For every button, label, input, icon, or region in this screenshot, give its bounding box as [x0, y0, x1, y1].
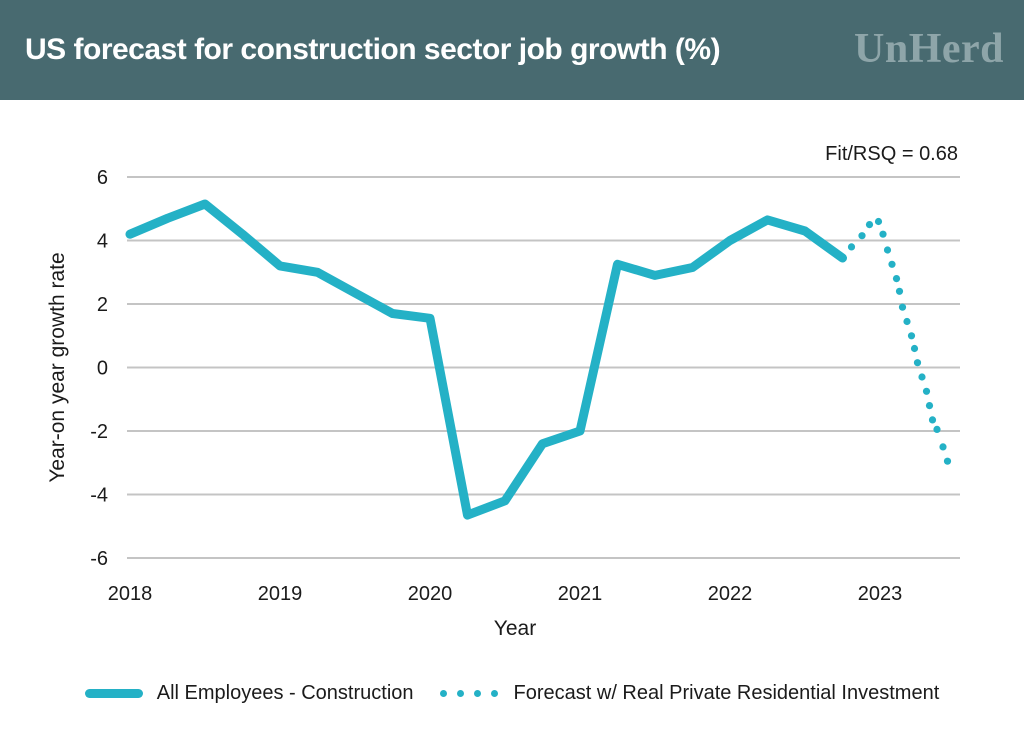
- chart: 6 4 2 0 -2 -4 -6 2018 2019 2020 2021 2022 2023 Year-o…: [0, 100, 1024, 731]
- forecast-dot: [865, 221, 874, 229]
- forecast-dot: [933, 425, 941, 433]
- page-title: US forecast for construction sector job …: [25, 33, 721, 66]
- y-tick-label: 2: [97, 294, 108, 316]
- legend-dot-icon: [473, 689, 481, 697]
- legend-dot-icon: [439, 689, 447, 697]
- forecast-dot: [925, 402, 934, 410]
- header-bar: US forecast for construction sector job …: [0, 0, 1024, 100]
- fit-rsq-annotation: Fit/RSQ = 0.68: [825, 143, 958, 165]
- forecast-dot: [913, 359, 922, 367]
- x-tick-label: 2021: [558, 583, 603, 605]
- forecast-dot: [895, 287, 904, 295]
- forecast-dot: [874, 217, 883, 226]
- y-tick-label: -2: [90, 421, 108, 443]
- y-tick-label: 6: [97, 167, 108, 189]
- forecast-dot: [939, 443, 947, 451]
- y-tick-label: 4: [97, 231, 108, 253]
- legend-dots-swatch: [439, 689, 498, 697]
- legend-label-actual: All Employees - Construction: [156, 681, 414, 704]
- legend-label-forecast: Forecast w/ Real Private Residential Inv…: [513, 681, 940, 704]
- y-tick-label: 0: [97, 358, 108, 380]
- chart-legend: All Employees - Construction Forecast w/…: [0, 678, 1024, 708]
- legend-item-forecast: Forecast w/ Real Private Residential Inv…: [439, 681, 940, 705]
- y-axis-title: Year-on year growth rate: [46, 252, 69, 482]
- y-tick-label: -4: [90, 485, 108, 507]
- forecast-dot: [879, 230, 887, 238]
- forecast-dot: [910, 344, 919, 353]
- legend-dot-icon: [490, 689, 498, 697]
- forecast-dot: [922, 387, 931, 395]
- legend-line-swatch: [84, 688, 143, 698]
- forecast-dot: [892, 275, 901, 283]
- forecast-dot: [903, 317, 911, 326]
- forecast-dot: [918, 373, 926, 381]
- forecast-dot: [847, 243, 856, 251]
- x-tick-label: 2022: [708, 583, 753, 605]
- forecast-dot: [858, 232, 866, 240]
- y-tick-label: -6: [90, 548, 108, 570]
- x-tick-label: 2019: [258, 583, 303, 605]
- forecast-dot: [943, 457, 952, 465]
- x-tick-label: 2020: [408, 583, 453, 605]
- legend-dot-icon: [456, 689, 464, 697]
- unherd-logo: UnHerd: [854, 26, 1004, 72]
- forecast-dot: [888, 260, 896, 268]
- forecast-dot: [928, 416, 937, 424]
- forecast-dot: [898, 303, 907, 311]
- x-tick-label: 2018: [108, 583, 153, 605]
- forecast-dot: [907, 332, 916, 340]
- legend-item-actual: All Employees - Construction: [84, 681, 414, 705]
- forecast-dot: [883, 246, 892, 254]
- series-line-actual: [125, 199, 847, 520]
- x-tick-label: 2023: [858, 583, 903, 605]
- x-axis-title: Year: [494, 617, 536, 640]
